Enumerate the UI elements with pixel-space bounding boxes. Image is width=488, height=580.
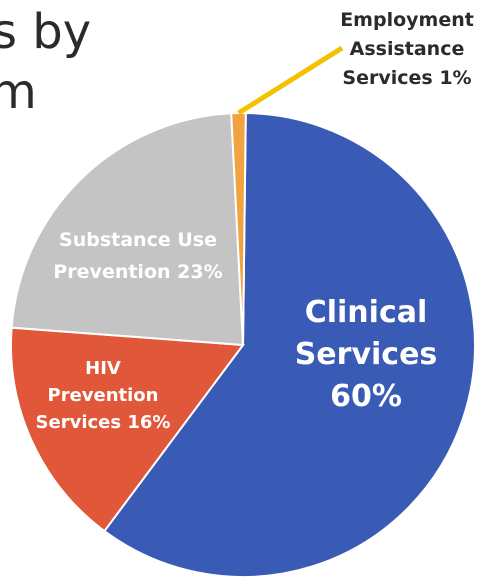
label-substance-use: Substance Use Prevention 23% bbox=[53, 229, 222, 283]
label-line: HIV bbox=[85, 358, 121, 379]
employment-leader-line bbox=[237, 45, 344, 116]
label-line: Employment bbox=[340, 9, 474, 31]
label-employment-assistance: Employment Assistance Services 1% bbox=[340, 9, 474, 89]
label-line: Services 1% bbox=[342, 67, 471, 89]
slice-clinical-services bbox=[102, 112, 476, 578]
label-line: Clinical bbox=[305, 295, 428, 330]
heading-fragment-line1: s by bbox=[0, 4, 92, 60]
label-clinical-services: Clinical Services 60% bbox=[295, 295, 438, 414]
slice-labels: Clinical Services 60% HIV Prevention Services… bbox=[36, 9, 474, 433]
label-line: Substance Use bbox=[59, 229, 217, 251]
label-line: Prevention bbox=[48, 385, 159, 406]
label-line: Services bbox=[295, 337, 438, 372]
pie-slices bbox=[10, 45, 476, 578]
label-line: Services 16% bbox=[36, 412, 171, 433]
slice-employment-assistance bbox=[230, 112, 247, 346]
label-line: 60% bbox=[330, 379, 402, 414]
heading-fragment-line2: m bbox=[0, 64, 37, 120]
slice-substance-use bbox=[10, 112, 245, 347]
label-hiv-prevention: HIV Prevention Services 16% bbox=[36, 358, 171, 433]
label-line: Prevention 23% bbox=[53, 261, 222, 283]
label-line: Assistance bbox=[350, 38, 465, 60]
slice-hiv-prevention bbox=[10, 326, 245, 533]
